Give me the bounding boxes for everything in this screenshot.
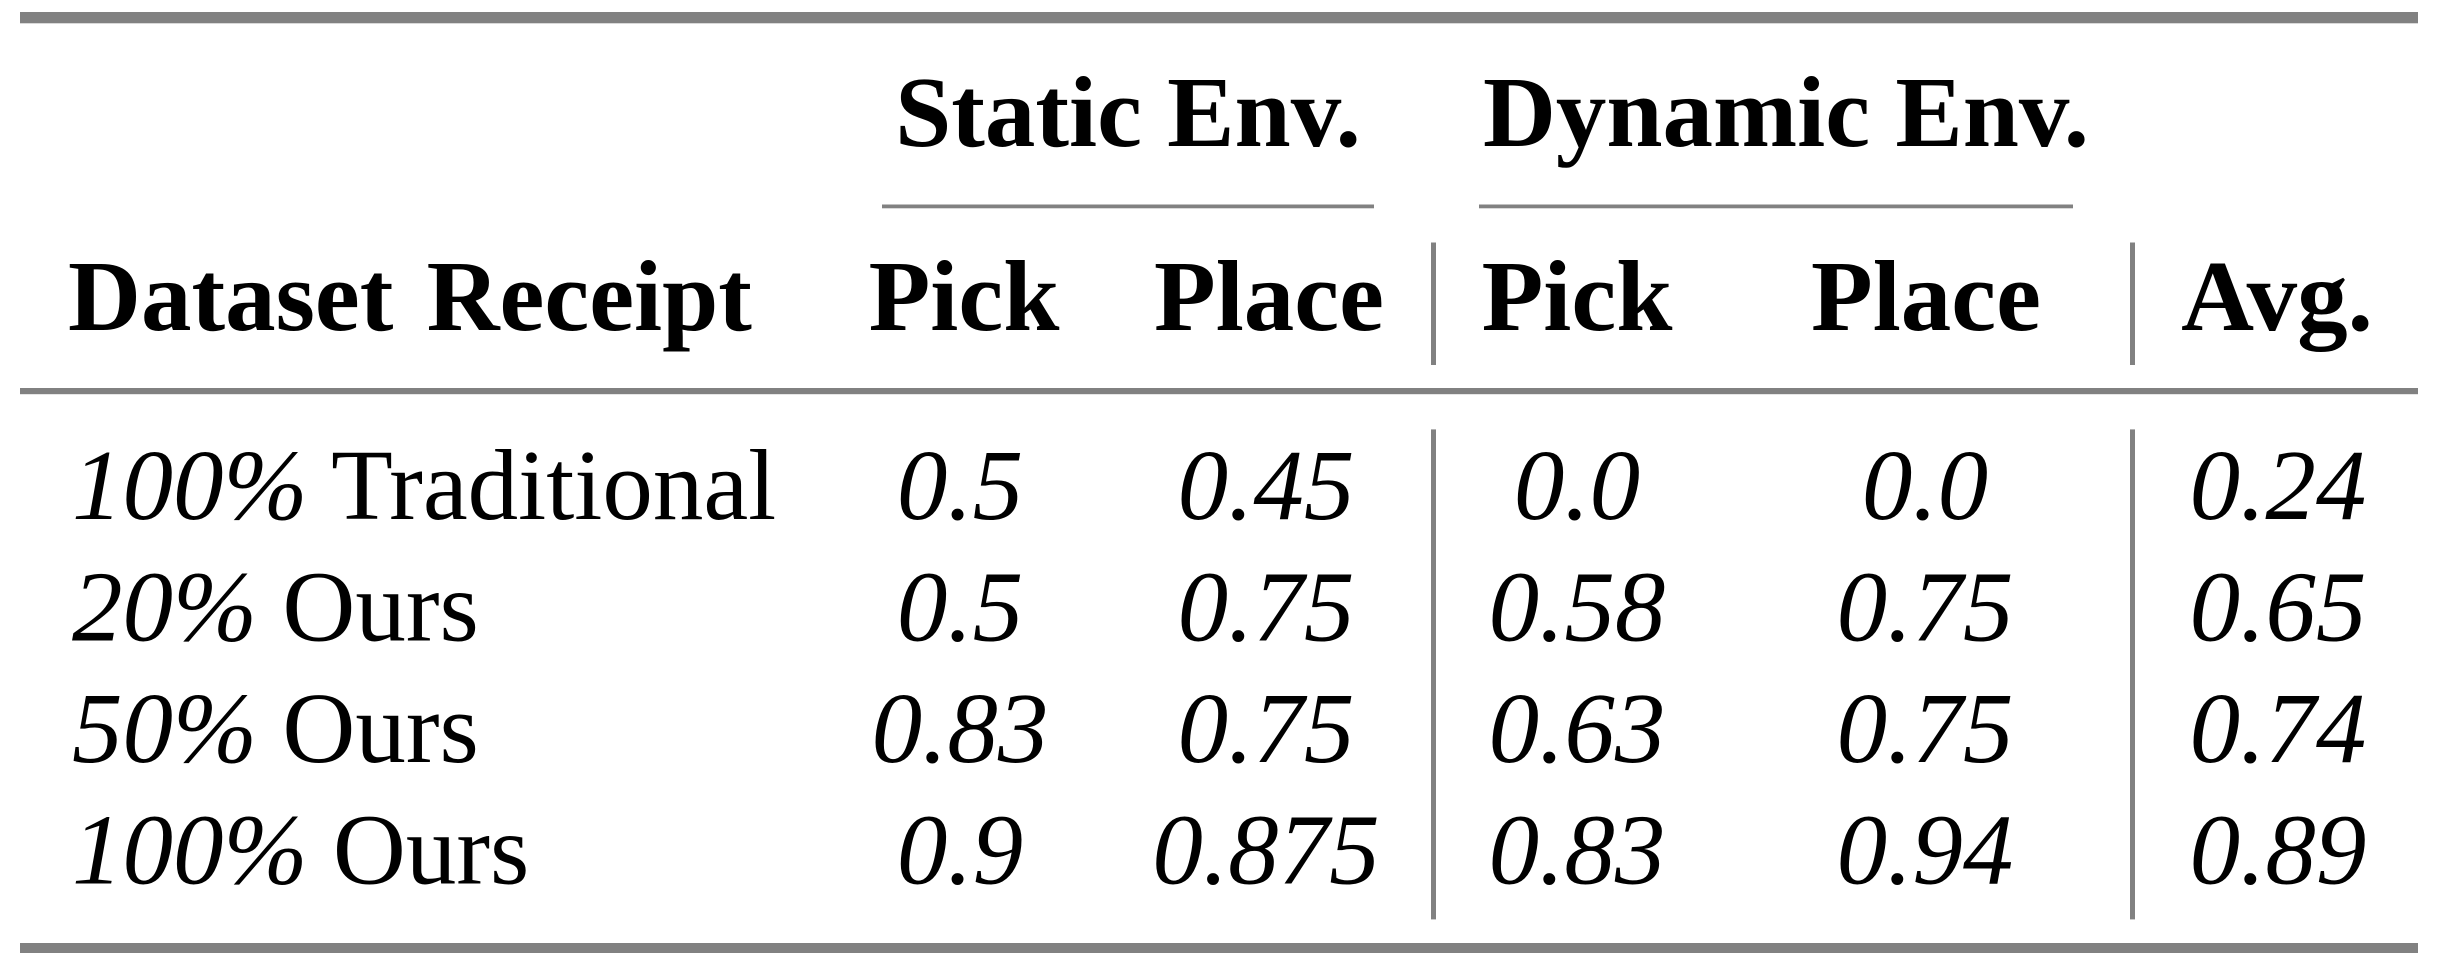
- svg-text:0.75: 0.75: [1178, 672, 1355, 784]
- svg-text:Place: Place: [1154, 240, 1384, 352]
- svg-text:0.83: 0.83: [1489, 794, 1666, 906]
- svg-text:20% Ours: 20% Ours: [72, 551, 479, 663]
- svg-text:0.875: 0.875: [1152, 794, 1379, 906]
- svg-text:0.63: 0.63: [1489, 672, 1666, 784]
- svg-text:100% Ours: 100% Ours: [72, 794, 529, 906]
- svg-text:0.83: 0.83: [872, 672, 1049, 784]
- svg-text:0.75: 0.75: [1837, 672, 2014, 784]
- svg-text:0.74: 0.74: [2190, 672, 2367, 784]
- svg-text:Dataset Receipt: Dataset Receipt: [68, 240, 752, 352]
- svg-text:Static Env.: Static Env.: [895, 56, 1361, 168]
- svg-text:0.94: 0.94: [1837, 794, 2014, 906]
- svg-text:100% Traditional: 100% Traditional: [72, 429, 776, 541]
- svg-text:0.0: 0.0: [1862, 429, 1988, 541]
- svg-text:Pick: Pick: [1482, 240, 1674, 352]
- svg-text:0.0: 0.0: [1514, 429, 1640, 541]
- svg-text:0.75: 0.75: [1837, 551, 2014, 663]
- svg-text:0.65: 0.65: [2190, 551, 2367, 663]
- svg-text:50% Ours: 50% Ours: [72, 672, 479, 784]
- svg-text:0.75: 0.75: [1178, 551, 1355, 663]
- svg-text:0.9: 0.9: [897, 794, 1023, 906]
- svg-text:0.24: 0.24: [2190, 429, 2367, 541]
- svg-text:Avg.: Avg.: [2181, 240, 2373, 352]
- svg-text:0.45: 0.45: [1178, 429, 1355, 541]
- svg-text:0.5: 0.5: [897, 551, 1023, 663]
- svg-text:0.58: 0.58: [1489, 551, 1666, 663]
- svg-text:Dynamic Env.: Dynamic Env.: [1483, 56, 2089, 168]
- svg-text:Pick: Pick: [869, 240, 1061, 352]
- svg-text:0.89: 0.89: [2190, 794, 2367, 906]
- svg-text:0.5: 0.5: [897, 429, 1023, 541]
- svg-text:Place: Place: [1811, 240, 2041, 352]
